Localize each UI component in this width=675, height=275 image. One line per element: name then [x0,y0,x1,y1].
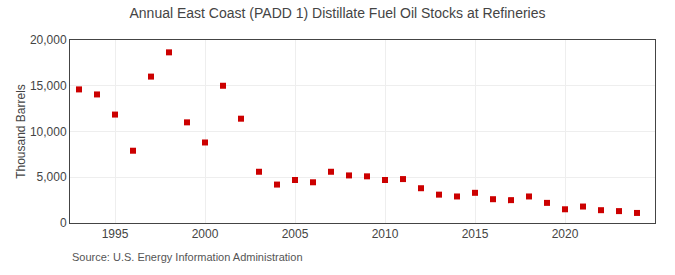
svg-text:10,000: 10,000 [30,125,67,139]
svg-text:2010: 2010 [372,227,399,241]
svg-text:2015: 2015 [462,227,489,241]
svg-text:Thousand Barrels: Thousand Barrels [14,84,28,179]
svg-text:1995: 1995 [102,227,129,241]
svg-text:Annual East Coast (PADD 1) Dis: Annual East Coast (PADD 1) Distillate Fu… [129,5,545,21]
svg-text:2020: 2020 [552,227,579,241]
svg-text:Source: U.S. Energy Informatio: Source: U.S. Energy Information Administ… [72,251,303,263]
svg-text:20,000: 20,000 [30,33,67,47]
svg-text:2000: 2000 [192,227,219,241]
svg-text:0: 0 [60,216,67,230]
svg-text:2005: 2005 [282,227,309,241]
svg-text:5,000: 5,000 [37,170,67,184]
svg-text:15,000: 15,000 [30,79,67,93]
